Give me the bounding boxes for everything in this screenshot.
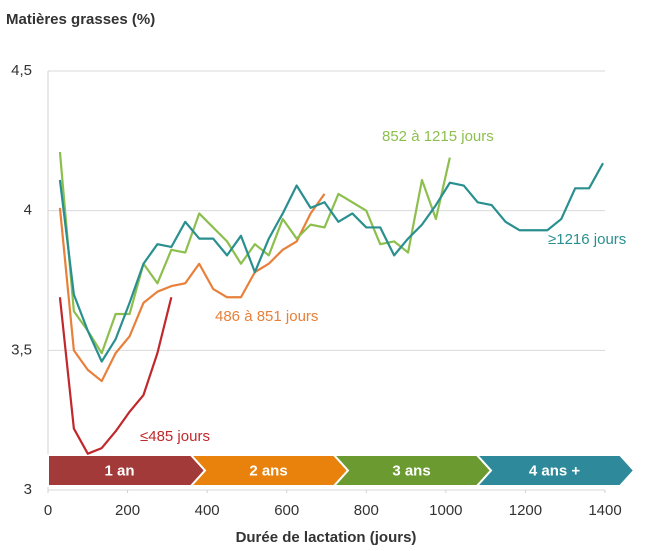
y-tick-label: 4 bbox=[24, 202, 32, 219]
period-label: 1 an bbox=[104, 462, 134, 479]
series-label: ≤485 jours bbox=[140, 428, 210, 445]
x-axis-label: Durée de lactation (jours) bbox=[236, 529, 417, 546]
x-tick-label: 1400 bbox=[588, 502, 621, 519]
x-tick-label: 1200 bbox=[509, 502, 542, 519]
series-label: ≥1216 jours bbox=[548, 231, 626, 248]
y-tick-label: 3 bbox=[24, 481, 32, 498]
period-label: 3 ans bbox=[392, 462, 430, 479]
period-arrow bbox=[474, 454, 636, 487]
period-label: 4 ans + bbox=[529, 462, 581, 479]
y-tick-label: 3,5 bbox=[11, 341, 32, 358]
series-line bbox=[58, 162, 604, 363]
series-label: 852 à 1215 jours bbox=[382, 128, 494, 145]
series-line bbox=[58, 296, 173, 455]
x-tick-label: 600 bbox=[274, 502, 299, 519]
x-tick-label: 400 bbox=[195, 502, 220, 519]
series-label: 486 à 851 jours bbox=[215, 308, 318, 325]
x-tick-label: 200 bbox=[115, 502, 140, 519]
x-tick-label: 0 bbox=[44, 502, 52, 519]
y-tick-label: 4,5 bbox=[11, 62, 32, 79]
x-tick-label: 1000 bbox=[429, 502, 462, 519]
x-tick-label: 800 bbox=[354, 502, 379, 519]
chart-title: Matières grasses (%) bbox=[6, 11, 155, 28]
series-line bbox=[58, 193, 326, 383]
period-label: 2 ans bbox=[249, 462, 287, 479]
